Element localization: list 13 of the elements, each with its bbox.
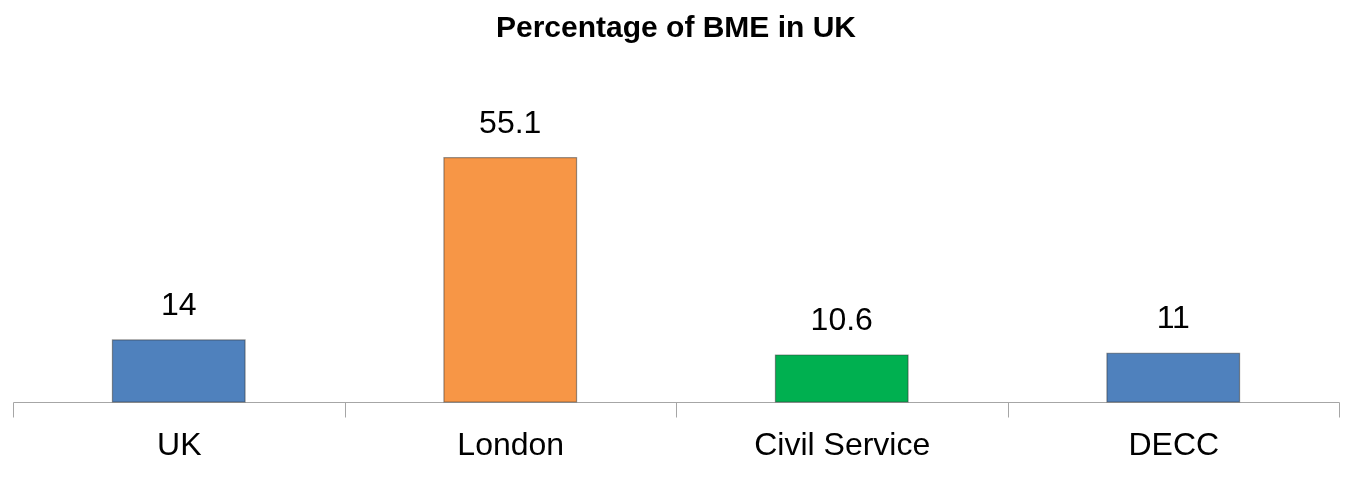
data-label: 11 (1156, 299, 1190, 336)
chart-title: Percentage of BME in UK (495, 9, 857, 43)
bar (111, 339, 246, 403)
x-tick-label: UK (157, 425, 202, 462)
data-label: 10.6 (810, 301, 873, 338)
x-tick-label: London (457, 425, 565, 462)
bar (774, 354, 909, 403)
x-tick-label: Civil Service (754, 425, 931, 462)
x-tick-label: DECC (1128, 425, 1220, 462)
bar (1106, 352, 1241, 403)
data-label: 55.1 (479, 103, 542, 140)
data-label: 14 (160, 285, 197, 322)
bar (443, 157, 578, 403)
